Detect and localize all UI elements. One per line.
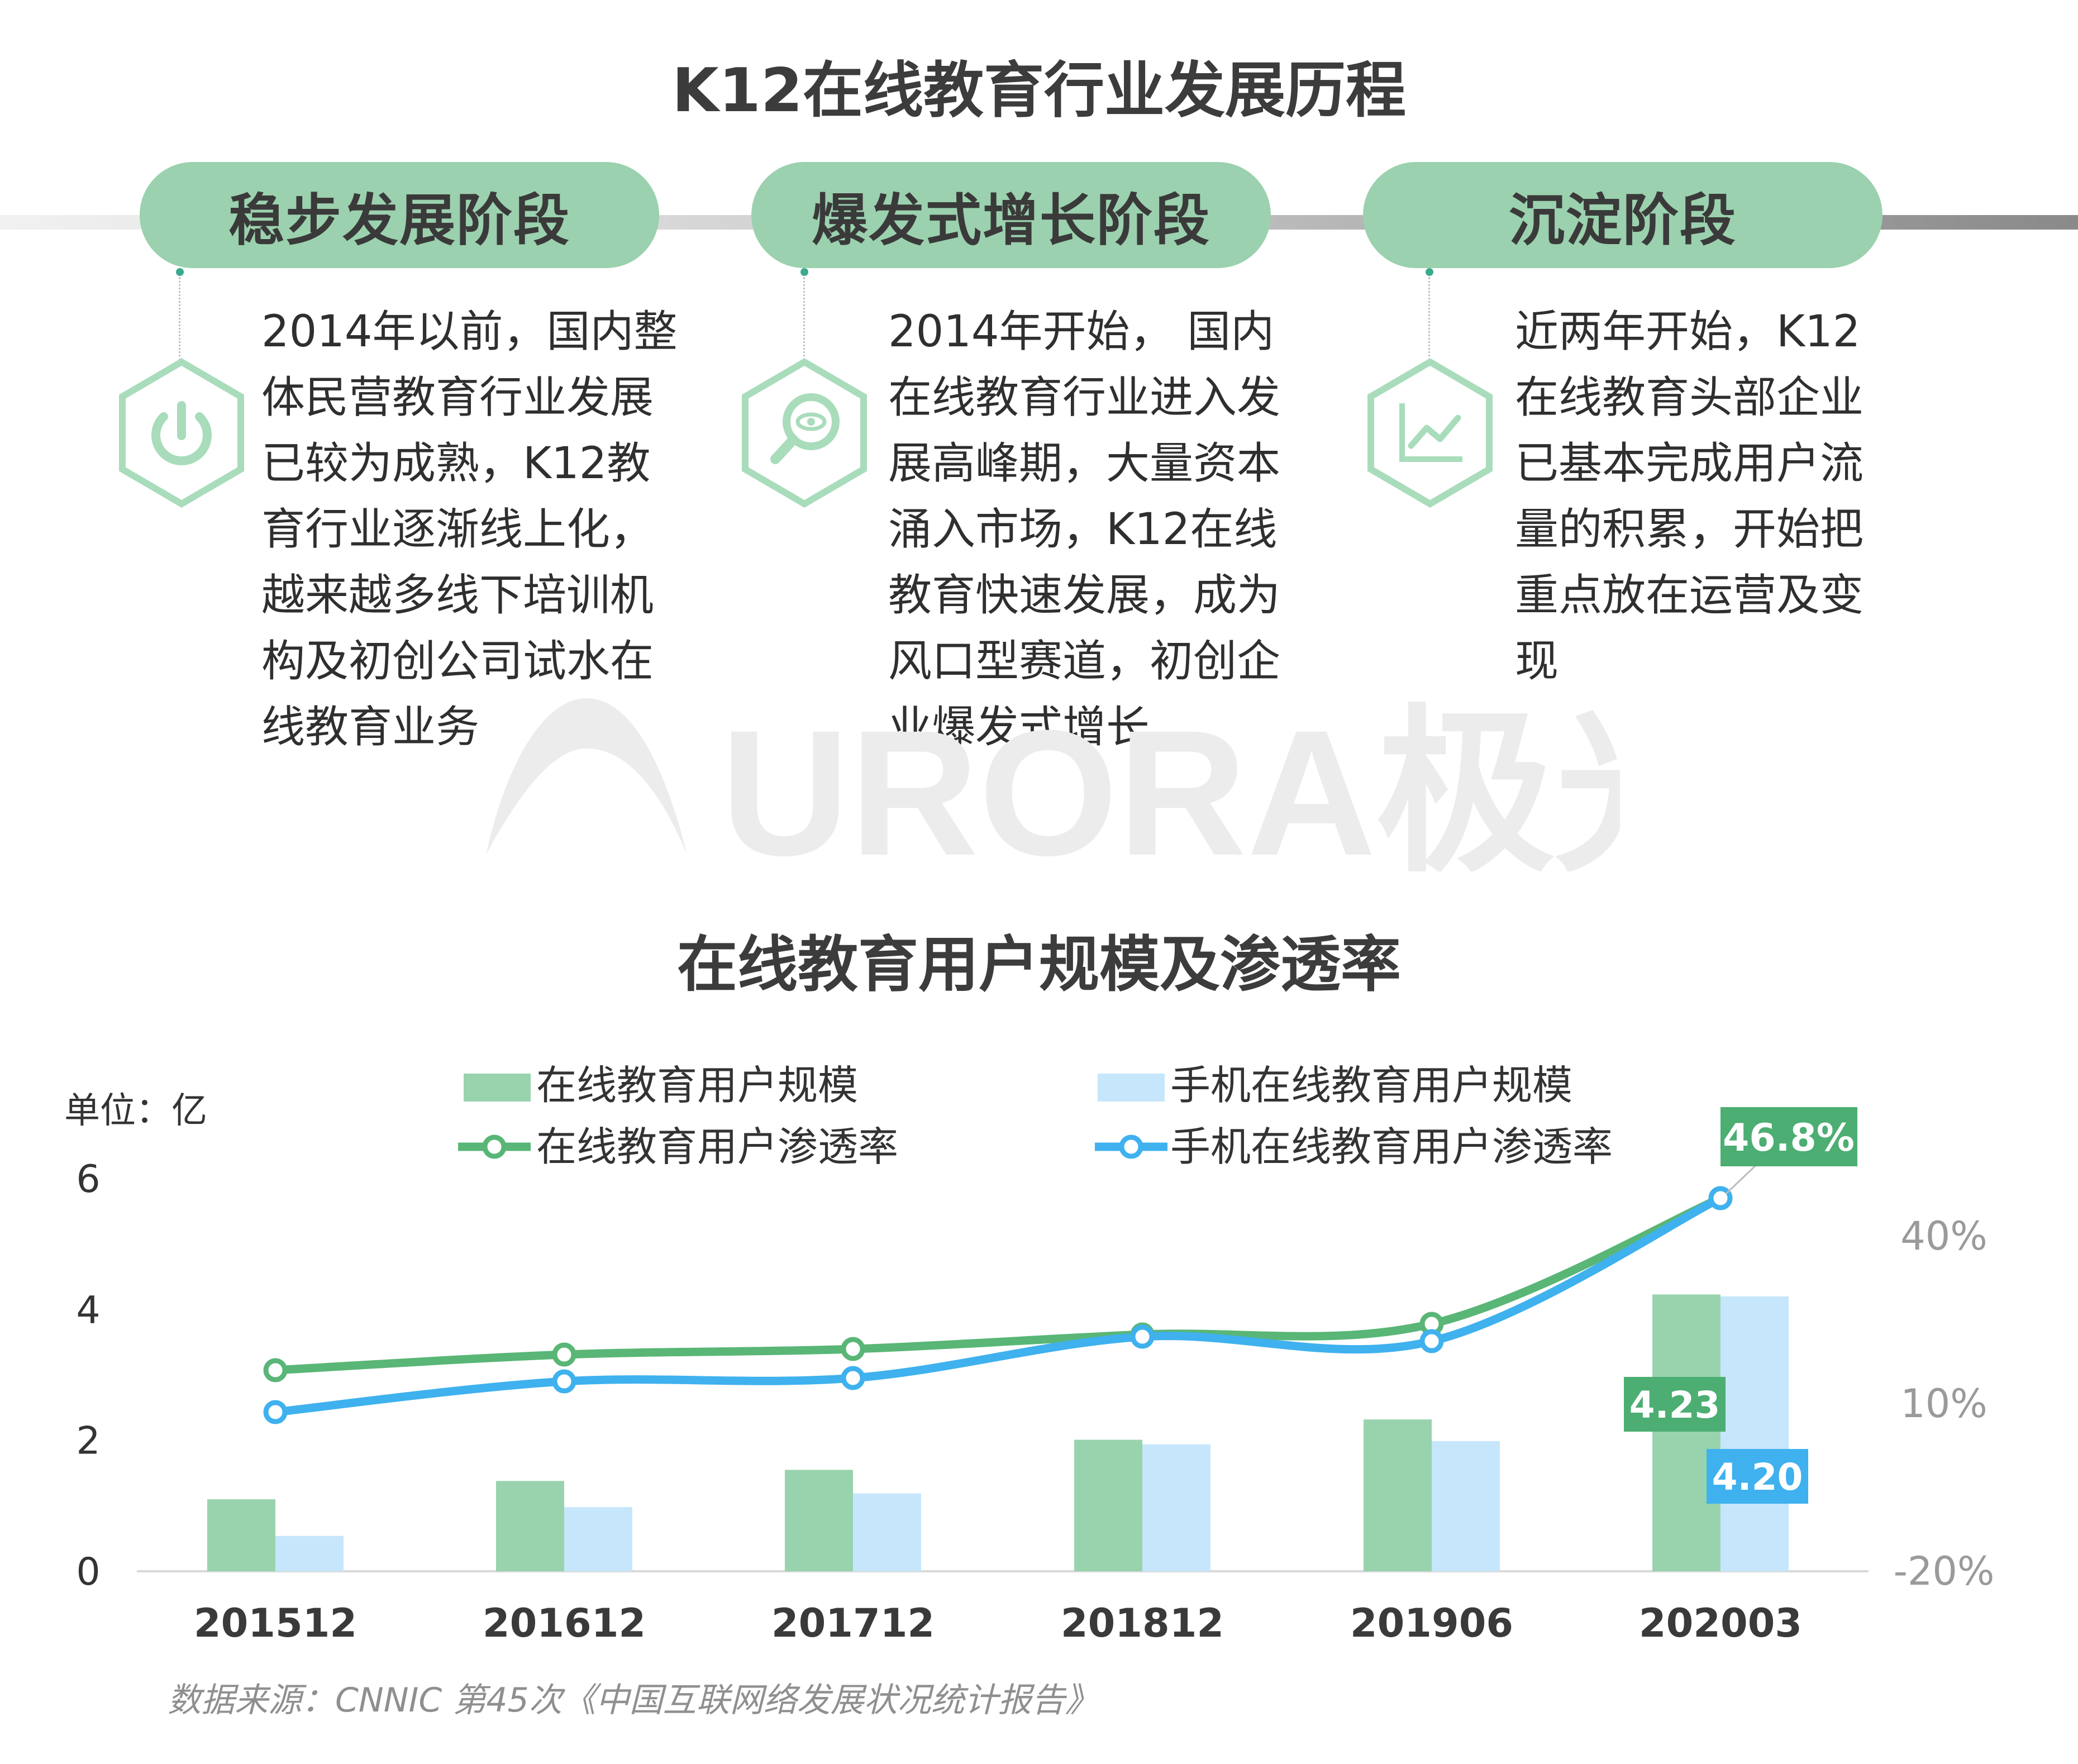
- usage-chart: 0 2 4 6 单位：亿 -20% 10% 40% 201512 201612 201712 2018…: [0, 1005, 2078, 1665]
- legend-swatch-online-users: [464, 1074, 531, 1102]
- stage-pill-1: 稳步发展阶段: [140, 162, 659, 268]
- y-left-tick-label: 2: [76, 1419, 100, 1463]
- stage-pill-3: 沉淀阶段: [1363, 162, 1882, 268]
- data-label-penetration: 46.8%: [1723, 1116, 1855, 1160]
- stage-pill-2: 爆发式增长阶段: [751, 162, 1271, 268]
- legend-label: 手机在线教育用户规模: [1170, 1062, 1572, 1109]
- source-note: 数据来源：CNNIC 第45次《中国互联网络发展状况统计报告》: [168, 1673, 1099, 1722]
- point-mobile-penetration: [1422, 1332, 1441, 1351]
- power-icon: [115, 357, 249, 508]
- point-mobile-penetration: [843, 1369, 862, 1388]
- bar-online-users: [785, 1470, 853, 1571]
- y-unit-label: 单位：亿: [64, 1090, 207, 1132]
- bar-mobile-online-users: [1720, 1296, 1789, 1571]
- aurora-watermark-logo: URORA极光: [475, 687, 1620, 871]
- line-mobile-penetration: [275, 1198, 1720, 1412]
- chart-title: 在线教育用户规模及渗透率: [0, 916, 2078, 1003]
- point-mobile-penetration: [1133, 1327, 1152, 1346]
- x-tick-label: 202003: [1639, 1600, 1802, 1646]
- legend-swatch-mobile-users: [1098, 1074, 1165, 1102]
- x-tick-label: 201612: [483, 1600, 646, 1646]
- legend-label: 在线教育用户渗透率: [536, 1123, 898, 1170]
- data-label-mobile-users: 4.20: [1712, 1456, 1803, 1499]
- bar-mobile-online-users: [564, 1507, 632, 1571]
- legend-label: 在线教育用户规模: [536, 1062, 858, 1109]
- legend-marker: [485, 1137, 504, 1156]
- bar-online-users: [1652, 1294, 1720, 1571]
- point-online-penetration: [555, 1345, 574, 1364]
- magnifier-eye-icon: [737, 357, 871, 508]
- y-left-tick-label: 0: [76, 1550, 100, 1594]
- bar-online-users: [207, 1499, 275, 1571]
- bar-mobile-online-users: [1432, 1441, 1500, 1571]
- bar-online-users: [496, 1481, 564, 1571]
- stage-description-3: 近两年开始，K12 在线教育头部企业 已基本完成用户流 量的积累，开始把 重点放在运营及…: [1515, 299, 1863, 694]
- point-mobile-penetration: [266, 1403, 285, 1422]
- x-tick-label: 201812: [1061, 1600, 1224, 1646]
- data-label-online-users: 4.23: [1629, 1384, 1720, 1427]
- legend-marker: [1122, 1137, 1141, 1156]
- bar-online-users: [1364, 1419, 1432, 1571]
- page-title: K12在线教育行业发展历程: [0, 42, 2078, 129]
- line-chart-icon: [1363, 357, 1497, 508]
- bar-mobile-online-users: [853, 1494, 921, 1571]
- x-tick-label: 201512: [194, 1600, 357, 1646]
- stage-name: 爆发式增长阶段: [812, 175, 1210, 256]
- x-tick-label: 201906: [1350, 1600, 1513, 1646]
- point-mobile-penetration: [555, 1372, 574, 1391]
- legend-label: 手机在线教育用户渗透率: [1170, 1123, 1613, 1170]
- stage-name: 稳步发展阶段: [228, 175, 570, 256]
- bar-mobile-online-users: [275, 1536, 344, 1571]
- y-right-tick-label: 40%: [1900, 1213, 1988, 1259]
- stage-connector: [179, 277, 180, 361]
- y-right-tick-label: -20%: [1894, 1548, 1995, 1594]
- watermark-text: URORA极光: [721, 693, 1620, 871]
- bar-mobile-online-users: [1142, 1444, 1210, 1571]
- bar-online-users: [1074, 1439, 1142, 1571]
- y-left-tick-label: 4: [76, 1288, 100, 1332]
- point-online-penetration: [266, 1361, 285, 1380]
- y-left-tick-label: 6: [76, 1157, 100, 1202]
- point-online-penetration: [843, 1339, 862, 1358]
- stage-dot: [1426, 268, 1433, 276]
- stage-dot: [176, 268, 184, 276]
- y-right-tick-label: 10%: [1900, 1381, 1988, 1427]
- point-mobile-penetration: [1711, 1189, 1730, 1208]
- stage-connector: [803, 277, 805, 361]
- x-tick-label: 201712: [771, 1600, 935, 1646]
- stage-name: 沉淀阶段: [1509, 175, 1737, 256]
- stage-connector: [1428, 277, 1430, 361]
- line-online-penetration: [275, 1198, 1720, 1370]
- stage-dot: [800, 268, 808, 276]
